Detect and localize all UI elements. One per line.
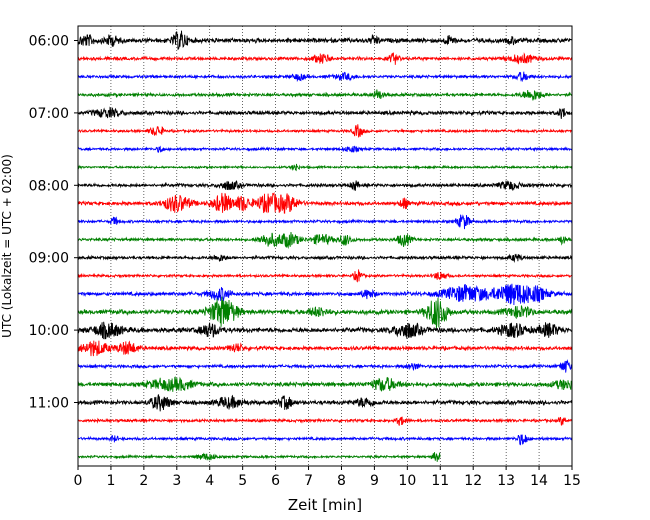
x-tick-label: 7: [304, 473, 313, 489]
trace-line: [77, 452, 441, 462]
trace-line: [77, 416, 573, 426]
trace-line: [77, 106, 573, 119]
trace-line: [77, 30, 573, 50]
x-tick-label: 1: [106, 473, 115, 489]
y-tick-label: 10:00: [29, 323, 69, 339]
x-tick-label: 10: [398, 473, 416, 489]
x-tick-label: 11: [431, 473, 449, 489]
trace-line: [77, 163, 573, 172]
y-tick-label: 06:00: [29, 34, 69, 50]
seismic-traces: [77, 30, 573, 462]
trace-line: [77, 191, 573, 214]
trace-line: [77, 124, 573, 138]
x-tick-label: 14: [530, 473, 548, 489]
x-tick-label: 2: [139, 473, 148, 489]
trace-line: [77, 52, 573, 65]
y-tick-label: 08:00: [29, 178, 69, 194]
x-tick-label: 3: [172, 473, 181, 489]
trace-line: [77, 269, 573, 283]
trace-line: [77, 296, 573, 329]
trace-line: [77, 394, 573, 412]
trace-line: [77, 340, 573, 357]
x-tick-label: 12: [464, 473, 482, 489]
plot-frame: [77, 25, 573, 467]
x-axis-ticks: 0 1 2 3 4 5 6 7 8 9 10 11 12 13 14 15: [74, 466, 581, 489]
trace-line: [77, 434, 573, 446]
x-tick-label: 8: [337, 473, 346, 489]
trace-line: [77, 145, 573, 154]
grid-lines: [110, 26, 540, 466]
y-tick-label: 07:00: [29, 106, 69, 122]
x-tick-label: 13: [497, 473, 515, 489]
trace-line: [77, 231, 573, 249]
trace-line: [77, 180, 573, 191]
x-tick-label: 9: [370, 473, 379, 489]
trace-line: [77, 253, 573, 264]
trace-line: [77, 214, 573, 230]
trace-line: [77, 71, 573, 83]
trace-line: [77, 283, 573, 306]
y-tick-label: 09:00: [29, 251, 69, 267]
x-tick-label: 5: [238, 473, 247, 489]
x-axis-label: Zeit [min]: [288, 496, 362, 514]
x-tick-label: 0: [74, 473, 83, 489]
y-axis-ticks: 06:00 07:00 08:00 09:00 10:00 11:00: [29, 34, 78, 412]
x-tick-label: 6: [271, 473, 280, 489]
trace-line: [77, 321, 573, 340]
y-tick-label: 11:00: [29, 396, 69, 412]
x-tick-label: 4: [205, 473, 214, 489]
trace-line: [77, 359, 573, 373]
y-axis-label: UTC (Lokalzeit = UTC + 02:00): [0, 154, 14, 338]
trace-line: [77, 89, 573, 101]
trace-line: [77, 376, 573, 392]
x-tick-label: 15: [563, 473, 581, 489]
